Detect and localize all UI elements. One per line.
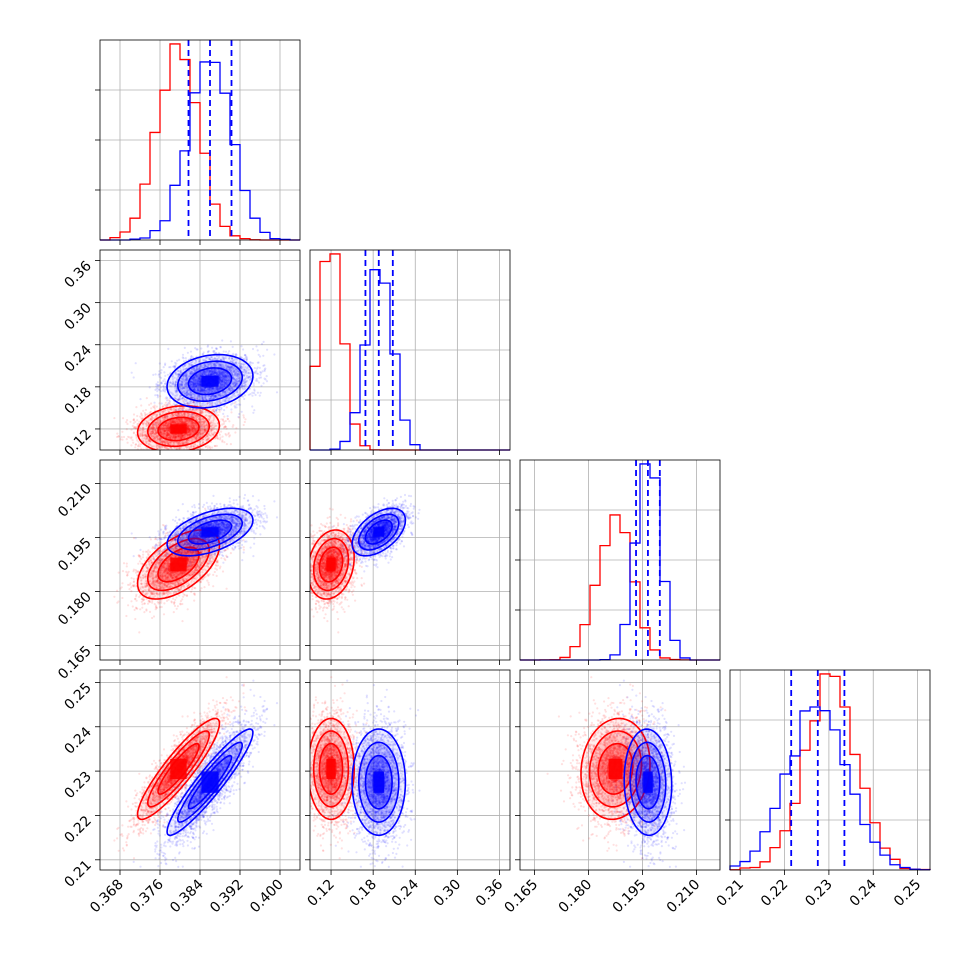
contour-red-3-1-1 xyxy=(318,742,344,795)
contour-blue-3-0-2 xyxy=(176,741,244,823)
contour-panel-1-0 xyxy=(136,353,254,450)
x-tick-label-3-4: 0.25 xyxy=(891,877,924,910)
panel-frame-3-2 xyxy=(519,669,721,871)
contour-panel-3-0 xyxy=(136,717,254,837)
y-tick-label-1-4: 0.36 xyxy=(61,258,94,291)
density-peak-red-1-0 xyxy=(170,424,187,434)
y-tick-label-1-0: 0.12 xyxy=(61,426,94,459)
x-tick-label-3-2: 0.23 xyxy=(802,877,835,910)
x-tick-label-2-2: 0.195 xyxy=(610,877,650,917)
contour-red-1-0-2 xyxy=(147,410,210,448)
contour-red-1-0-3 xyxy=(136,404,221,450)
x-tick-label-2-0: 0.165 xyxy=(502,877,542,917)
contour-blue-3-1-3 xyxy=(351,728,407,837)
y-tick-label-2-0: 0.165 xyxy=(55,643,95,683)
contour-blue-3-1-1 xyxy=(364,754,393,810)
x-tick-label-0-3: 0.392 xyxy=(207,877,247,917)
density-peak-red-3-2 xyxy=(608,758,623,780)
density-peak-blue-3-1 xyxy=(373,771,385,793)
density-peak-blue-2-0 xyxy=(201,527,219,537)
contour-red-2-0-2 xyxy=(146,537,211,592)
panel-frame-2-1 xyxy=(309,459,511,661)
contour-red-3-0-1 xyxy=(157,742,200,795)
density-peak-blue-1-0 xyxy=(201,375,219,387)
x-tick-label-0-2: 0.384 xyxy=(167,876,207,916)
x-tick-label-1-2: 0.24 xyxy=(389,876,422,909)
contour-blue-3-2-2 xyxy=(629,741,667,823)
contour-panel-2-0 xyxy=(136,507,254,600)
y-tick-label-1-2: 0.24 xyxy=(61,342,94,375)
grid-layer xyxy=(100,40,930,870)
contour-red-3-1-3 xyxy=(310,717,356,821)
y-tick-label-2-3: 0.210 xyxy=(55,481,95,521)
contour-red-3-2-3 xyxy=(580,717,651,821)
frame-layer xyxy=(95,39,931,875)
panel-frame-3-1 xyxy=(309,669,511,871)
contour-red-1-0-1 xyxy=(157,416,200,442)
y-tick-label-2-1: 0.180 xyxy=(55,589,95,629)
contour-panel-3-2 xyxy=(580,717,673,837)
y-tick-label-3-1: 0.22 xyxy=(61,813,94,846)
density-peak-red-3-0 xyxy=(170,758,187,780)
x-tick-label-2-1: 0.180 xyxy=(556,877,596,917)
x-tick-label-1-0: 0.12 xyxy=(305,877,338,910)
contour-blue-1-0-2 xyxy=(177,360,243,402)
y-tick-label-3-4: 0.25 xyxy=(61,680,94,713)
x-tick-label-3-3: 0.24 xyxy=(847,876,880,909)
contour-blue-2-1-1 xyxy=(364,519,393,545)
contour-red-3-2-2 xyxy=(588,730,643,808)
x-tick-label-2-3: 0.210 xyxy=(664,877,704,917)
x-tick-label-1-3: 0.30 xyxy=(431,877,464,910)
contour-red-3-1-2 xyxy=(312,730,350,808)
x-tick-label-0-1: 0.376 xyxy=(127,876,167,916)
contour-panel-3-1 xyxy=(310,717,407,837)
y-tick-label-3-3: 0.24 xyxy=(61,724,94,757)
contour-blue-2-0-2 xyxy=(177,513,243,551)
y-tick-label-1-1: 0.18 xyxy=(61,384,94,417)
density-peak-red-3-1 xyxy=(326,758,336,780)
hist-blue-0 xyxy=(100,61,300,241)
contour-blue-3-2-3 xyxy=(623,728,673,837)
contour-blue-3-0-1 xyxy=(187,754,233,810)
x-tick-label-0-4: 0.400 xyxy=(247,877,287,917)
contour-red-2-0-3 xyxy=(136,529,221,600)
contour-blue-1-0-3 xyxy=(166,353,254,409)
contour-red-2-1-3 xyxy=(310,529,356,600)
mark-layer xyxy=(100,40,931,871)
contour-red-2-1-1 xyxy=(318,546,344,583)
density-peak-red-2-0 xyxy=(170,557,187,572)
contour-red-3-0-2 xyxy=(147,730,210,808)
y-tick-label-2-2: 0.195 xyxy=(55,535,95,575)
hist-red-3 xyxy=(729,673,931,871)
contour-red-2-1-2 xyxy=(312,537,350,592)
y-tick-label-3-0: 0.21 xyxy=(61,857,94,890)
x-tick-label-3-1: 0.22 xyxy=(758,877,791,910)
y-tick-label-1-3: 0.30 xyxy=(61,300,94,333)
contour-red-2-0-1 xyxy=(157,546,200,583)
contour-blue-2-1-2 xyxy=(358,513,400,551)
contour-panel-2-1 xyxy=(310,507,407,600)
contour-blue-2-0-3 xyxy=(166,507,254,557)
x-tick-label-1-1: 0.18 xyxy=(347,877,380,910)
hist-blue-3 xyxy=(729,706,931,871)
contour-blue-3-2-1 xyxy=(635,754,661,810)
y-tick-label-3-2: 0.23 xyxy=(61,769,94,802)
contour-blue-1-0-1 xyxy=(187,367,233,396)
contour-blue-3-1-2 xyxy=(357,741,400,823)
contour-blue-3-0-3 xyxy=(166,728,254,837)
contour-red-3-0-3 xyxy=(136,717,221,821)
x-tick-label-3-0: 0.21 xyxy=(714,877,747,910)
density-peak-blue-2-1 xyxy=(373,527,385,537)
contour-blue-2-1-3 xyxy=(351,507,407,557)
density-peak-red-2-1 xyxy=(326,557,336,572)
density-peak-blue-3-2 xyxy=(643,771,653,793)
x-tick-label-0-0: 0.368 xyxy=(87,877,127,917)
contour-blue-2-0-1 xyxy=(187,519,233,545)
